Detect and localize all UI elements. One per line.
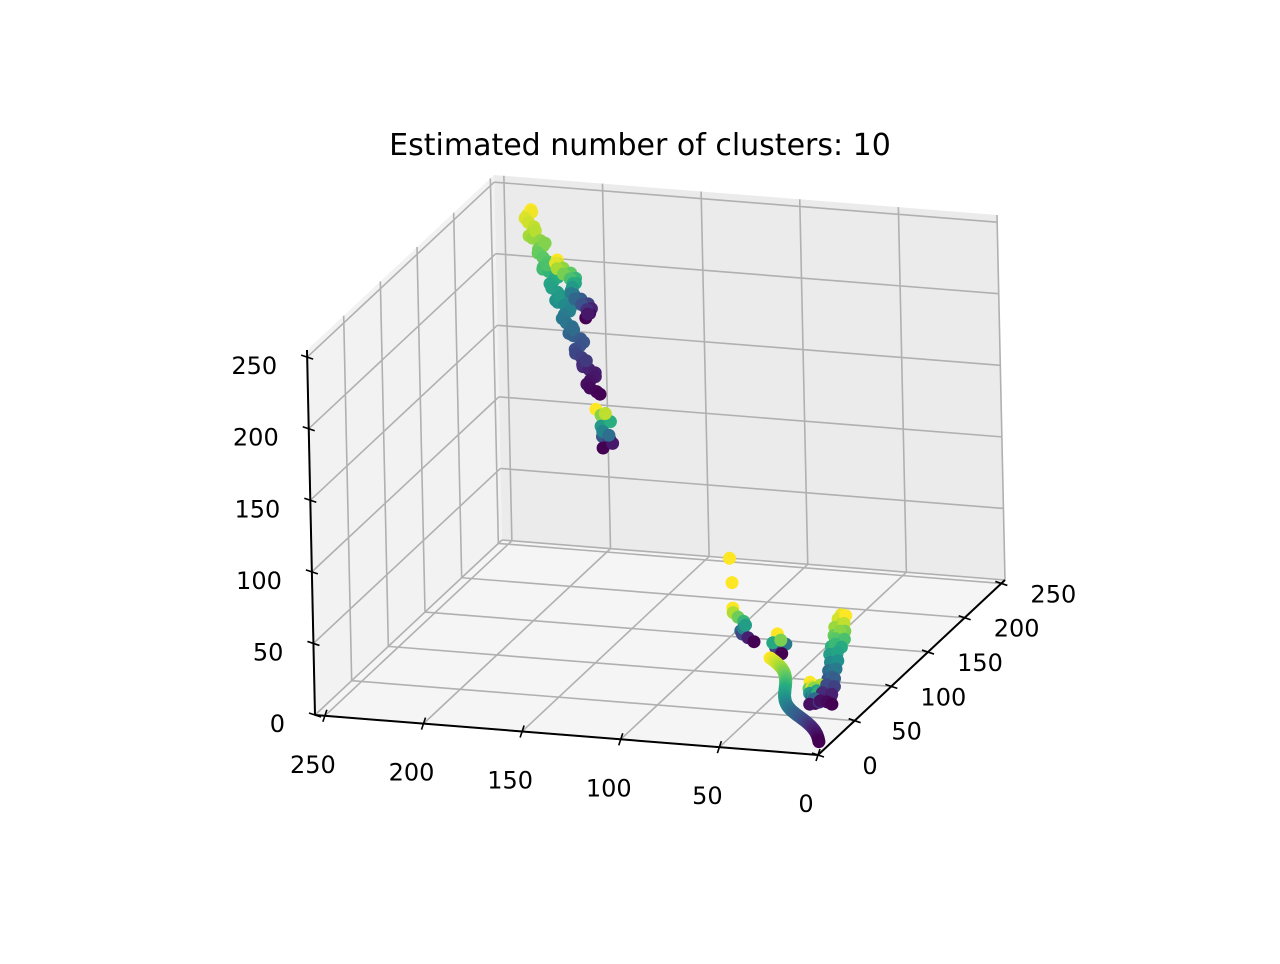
x-tick — [519, 725, 525, 738]
chart-title: Estimated number of clusters: 10 — [389, 128, 891, 163]
gridline — [461, 576, 965, 619]
data-point — [725, 576, 739, 590]
z-tick — [308, 712, 322, 718]
y-tick — [958, 614, 971, 621]
gridline — [497, 324, 1001, 367]
x-tick-label: 0 — [798, 790, 813, 818]
gridline — [718, 571, 907, 748]
data-point — [812, 735, 826, 749]
x-tick — [420, 717, 427, 730]
z-tick — [305, 569, 319, 575]
z-tick-label: 200 — [233, 424, 279, 452]
gridline — [351, 679, 855, 722]
gridline — [306, 181, 495, 358]
gridline — [309, 324, 498, 501]
gridline — [601, 183, 612, 549]
gridline — [521, 555, 710, 733]
data-point — [747, 635, 761, 649]
y-tick-label: 250 — [1030, 580, 1076, 608]
data-point — [602, 428, 616, 442]
back-pane — [494, 175, 1005, 580]
y-tick-label: 50 — [891, 718, 922, 746]
data-point — [825, 697, 839, 711]
z-tick — [300, 354, 314, 360]
data-point — [774, 633, 788, 647]
y-tick — [848, 717, 861, 724]
gridline — [416, 247, 426, 613]
z-tick-label: 50 — [253, 638, 284, 666]
x-tick — [716, 740, 723, 754]
gridline — [498, 542, 1002, 585]
y-tick-label: 200 — [994, 615, 1040, 643]
gridline — [342, 315, 353, 681]
y-tick — [921, 649, 935, 655]
data-point — [567, 323, 581, 337]
x-tick — [617, 733, 624, 746]
gridline — [996, 214, 1006, 581]
gridline — [312, 467, 501, 645]
data-point — [593, 387, 607, 401]
z-tick — [302, 425, 315, 432]
gridline — [700, 191, 710, 557]
y-tick — [995, 580, 1008, 587]
data-point — [723, 551, 736, 565]
gridline — [489, 178, 500, 544]
gridline — [308, 253, 497, 430]
data-point — [528, 224, 542, 238]
data-point — [579, 354, 593, 368]
x-tick — [322, 709, 328, 723]
x-tick-label: 100 — [586, 774, 632, 802]
gridline — [620, 563, 809, 740]
gridline — [314, 539, 503, 716]
z-tick — [304, 497, 317, 504]
gridline — [495, 252, 999, 295]
gridline — [379, 281, 390, 647]
side-pane — [307, 175, 502, 715]
z-tick-label: 0 — [270, 710, 285, 738]
data-point — [598, 407, 612, 420]
y-tick-label: 100 — [920, 683, 966, 711]
x-tick-label: 150 — [487, 766, 533, 794]
z-axis-line — [306, 349, 316, 716]
gridline — [798, 199, 809, 565]
x-axis-line — [314, 714, 819, 756]
data-point — [538, 236, 552, 250]
y-tick-label: 0 — [862, 752, 877, 780]
x-tick-label: 50 — [692, 782, 723, 810]
gridline — [503, 175, 513, 541]
gridline — [500, 467, 1004, 510]
gridline — [498, 396, 1002, 438]
gridline — [324, 540, 513, 717]
z-tick-label: 100 — [236, 567, 282, 595]
y-tick — [885, 683, 898, 690]
gridline — [494, 181, 998, 223]
x-tick-label: 250 — [290, 751, 336, 779]
z-tick-label: 150 — [234, 495, 280, 523]
y-tick-label: 150 — [957, 649, 1003, 677]
data-point — [581, 307, 595, 321]
data-point — [739, 618, 752, 632]
gridline — [311, 396, 500, 573]
gridline — [422, 548, 612, 725]
gridline — [897, 207, 908, 573]
z-tick — [307, 640, 320, 647]
y-axis-line — [817, 579, 1006, 756]
x-tick-label: 200 — [389, 759, 435, 787]
z-tick-label: 250 — [231, 352, 277, 380]
gridline — [501, 539, 1006, 581]
y-tick — [811, 752, 825, 758]
gridline — [452, 212, 463, 578]
scatter-points — [518, 203, 853, 749]
